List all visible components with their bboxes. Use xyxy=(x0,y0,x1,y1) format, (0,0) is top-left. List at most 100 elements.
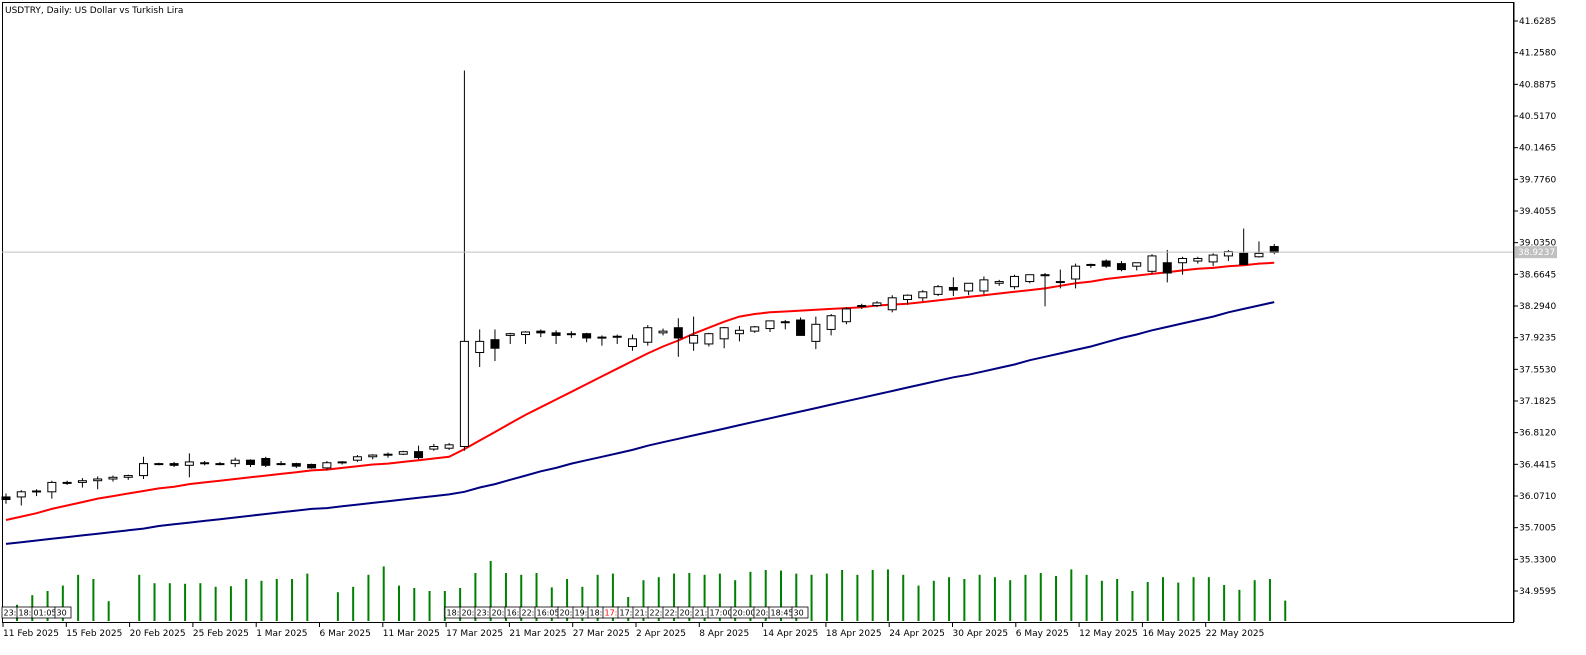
candle-body xyxy=(475,340,485,353)
candle-body xyxy=(765,320,775,330)
candle-body xyxy=(1071,265,1081,280)
session-marker-label: 20: xyxy=(560,609,573,618)
candle-body xyxy=(490,339,500,349)
candle-body xyxy=(62,481,72,484)
candle xyxy=(689,316,699,351)
candle-body xyxy=(887,297,897,311)
candle-body xyxy=(964,282,974,292)
candle-body xyxy=(184,461,194,466)
candle xyxy=(47,480,57,499)
candle-body xyxy=(47,481,57,493)
session-marker-label: 22: xyxy=(665,609,678,618)
candle xyxy=(1116,261,1126,272)
candle xyxy=(1,493,11,504)
candle-body xyxy=(322,462,332,469)
candle xyxy=(32,489,42,497)
candle-body xyxy=(139,463,149,477)
candle xyxy=(368,454,378,460)
candle-body xyxy=(689,334,699,344)
candle xyxy=(796,317,806,336)
price-tick-label: 39.7760 xyxy=(1519,175,1556,185)
session-marker-label: 20: xyxy=(462,609,475,618)
candle-body xyxy=(872,302,882,306)
candle-body xyxy=(933,286,943,295)
candle xyxy=(307,463,317,469)
candle xyxy=(200,461,210,466)
price-tick-label: 35.7005 xyxy=(1519,524,1556,534)
candle xyxy=(979,276,989,295)
candle xyxy=(398,450,408,456)
candle xyxy=(337,461,347,465)
candle-body xyxy=(261,457,271,466)
candle-body xyxy=(1086,263,1096,266)
time-axis[interactable]: 11 Feb 2025 15 Feb 2025 20 Feb 2025 25 Feb … xyxy=(2,622,1265,639)
candle-body xyxy=(704,333,714,345)
session-markers: 23: 18: 01:05 30 18: 20: 23: 20: 16: 22: 16:05 20: 1… xyxy=(1,606,809,619)
candle xyxy=(1071,263,1081,289)
candle xyxy=(1178,256,1188,275)
current-price-label: 38.9237 xyxy=(1518,248,1555,258)
price-tick-label: 38.2940 xyxy=(1519,302,1556,312)
time-tick-label: 11 Mar 2025 xyxy=(383,629,440,639)
candle xyxy=(719,326,729,349)
candle xyxy=(551,330,561,344)
candle-body xyxy=(1,496,11,501)
candle-body xyxy=(734,329,744,335)
session-marker-label: 01:05 xyxy=(34,609,57,618)
time-tick-label: 2 Apr 2025 xyxy=(636,629,686,639)
candle-body xyxy=(643,327,653,343)
candle-body xyxy=(857,304,867,307)
candle-body xyxy=(154,463,164,466)
price-tick-label: 35.3300 xyxy=(1519,555,1556,565)
session-marker-label: 21: xyxy=(635,609,648,618)
candle-body xyxy=(276,463,286,466)
candle-body xyxy=(1132,262,1142,267)
time-tick-label: 8 Apr 2025 xyxy=(699,629,749,639)
candle xyxy=(475,329,485,368)
candle xyxy=(1086,263,1096,268)
candle xyxy=(918,290,928,302)
candle-body xyxy=(1101,260,1111,267)
candle xyxy=(1254,241,1264,258)
session-marker-box xyxy=(54,606,72,619)
candle-body xyxy=(719,327,729,340)
session-marker-label: 20:00 xyxy=(733,609,756,618)
candle xyxy=(826,314,836,336)
candle-body xyxy=(444,444,454,449)
candle xyxy=(322,461,332,471)
candle xyxy=(841,307,851,325)
candle-body xyxy=(551,332,561,336)
session-marker-label: 16: xyxy=(507,609,520,618)
candle xyxy=(123,474,133,480)
time-tick-label: 22 May 2025 xyxy=(1206,629,1265,639)
candle-body xyxy=(841,308,851,323)
price-axis[interactable]: 41.6285 41.2580 40.8875 40.5170 40.1465 39.77… xyxy=(1513,2,1556,622)
time-tick-label: 17 Mar 2025 xyxy=(446,629,503,639)
candle-body xyxy=(826,315,836,330)
session-marker-label: 23: xyxy=(477,609,490,618)
candle xyxy=(903,294,913,305)
session-marker-label: 18: xyxy=(590,609,603,618)
candle xyxy=(872,301,882,308)
candle xyxy=(1101,259,1111,268)
candle xyxy=(93,476,103,490)
candle-body xyxy=(1116,263,1126,271)
price-tick-label: 36.4415 xyxy=(1519,460,1556,470)
candle-body xyxy=(597,336,607,339)
candle xyxy=(1132,262,1142,271)
candle-body xyxy=(903,294,913,301)
candle-body xyxy=(16,491,26,498)
time-tick-label: 1 Mar 2025 xyxy=(256,629,307,639)
candle-body xyxy=(169,463,179,466)
candle-body xyxy=(673,327,683,339)
candle xyxy=(1009,274,1019,290)
candle xyxy=(139,456,149,479)
session-marker-label: 17: xyxy=(620,609,633,618)
candle xyxy=(811,316,821,350)
price-tick-label: 39.0350 xyxy=(1519,239,1556,249)
candle xyxy=(612,334,622,344)
candle xyxy=(887,295,897,313)
session-marker-label: 20: xyxy=(680,609,693,618)
